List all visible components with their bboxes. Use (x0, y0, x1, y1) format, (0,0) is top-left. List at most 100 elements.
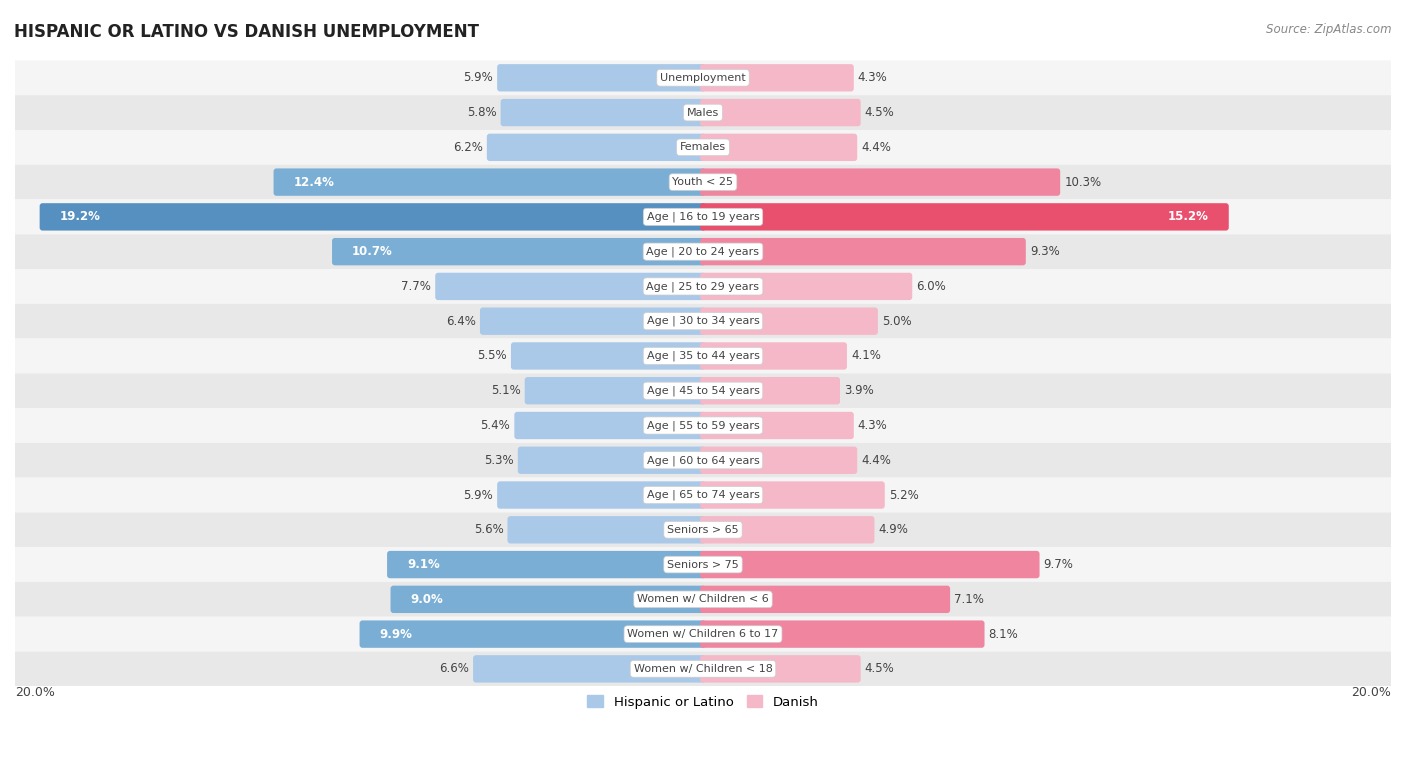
Text: Seniors > 75: Seniors > 75 (666, 559, 740, 569)
Text: 5.2%: 5.2% (889, 488, 918, 502)
FancyBboxPatch shape (700, 412, 853, 439)
FancyBboxPatch shape (700, 99, 860, 126)
FancyBboxPatch shape (700, 516, 875, 544)
FancyBboxPatch shape (15, 512, 1391, 547)
FancyBboxPatch shape (15, 95, 1391, 130)
Text: 9.0%: 9.0% (411, 593, 443, 606)
Text: 4.4%: 4.4% (862, 141, 891, 154)
Text: HISPANIC OR LATINO VS DANISH UNEMPLOYMENT: HISPANIC OR LATINO VS DANISH UNEMPLOYMEN… (14, 23, 479, 41)
FancyBboxPatch shape (700, 134, 858, 161)
FancyBboxPatch shape (700, 238, 1026, 266)
FancyBboxPatch shape (15, 338, 1391, 373)
Text: 6.2%: 6.2% (453, 141, 482, 154)
Text: 12.4%: 12.4% (294, 176, 335, 188)
Text: 4.3%: 4.3% (858, 419, 887, 432)
FancyBboxPatch shape (15, 408, 1391, 443)
FancyBboxPatch shape (15, 304, 1391, 338)
FancyBboxPatch shape (15, 373, 1391, 408)
FancyBboxPatch shape (15, 652, 1391, 687)
FancyBboxPatch shape (39, 203, 706, 231)
FancyBboxPatch shape (391, 586, 706, 613)
Text: 5.9%: 5.9% (464, 488, 494, 502)
Text: Males: Males (688, 107, 718, 117)
FancyBboxPatch shape (515, 412, 706, 439)
FancyBboxPatch shape (510, 342, 706, 369)
FancyBboxPatch shape (15, 234, 1391, 269)
Text: 5.1%: 5.1% (491, 385, 520, 397)
FancyBboxPatch shape (700, 203, 1229, 231)
FancyBboxPatch shape (498, 481, 706, 509)
Text: 6.0%: 6.0% (917, 280, 946, 293)
Text: 9.7%: 9.7% (1043, 558, 1073, 571)
Text: 4.3%: 4.3% (858, 71, 887, 84)
Text: Age | 35 to 44 years: Age | 35 to 44 years (647, 350, 759, 361)
Text: 9.1%: 9.1% (408, 558, 440, 571)
Text: 4.1%: 4.1% (851, 350, 880, 363)
Text: Women w/ Children < 18: Women w/ Children < 18 (634, 664, 772, 674)
Text: Youth < 25: Youth < 25 (672, 177, 734, 187)
FancyBboxPatch shape (508, 516, 706, 544)
Text: 15.2%: 15.2% (1168, 210, 1209, 223)
FancyBboxPatch shape (274, 168, 706, 196)
FancyBboxPatch shape (700, 307, 877, 335)
FancyBboxPatch shape (501, 99, 706, 126)
Text: Age | 16 to 19 years: Age | 16 to 19 years (647, 212, 759, 222)
Text: Age | 30 to 34 years: Age | 30 to 34 years (647, 316, 759, 326)
Text: 19.2%: 19.2% (59, 210, 101, 223)
Text: 10.7%: 10.7% (352, 245, 392, 258)
Text: Seniors > 65: Seniors > 65 (668, 525, 738, 534)
Text: Age | 45 to 54 years: Age | 45 to 54 years (647, 385, 759, 396)
FancyBboxPatch shape (700, 64, 853, 92)
FancyBboxPatch shape (15, 165, 1391, 200)
FancyBboxPatch shape (15, 547, 1391, 582)
FancyBboxPatch shape (517, 447, 706, 474)
FancyBboxPatch shape (700, 168, 1060, 196)
FancyBboxPatch shape (486, 134, 706, 161)
Text: Source: ZipAtlas.com: Source: ZipAtlas.com (1267, 23, 1392, 36)
Text: 9.3%: 9.3% (1029, 245, 1060, 258)
Text: Women w/ Children 6 to 17: Women w/ Children 6 to 17 (627, 629, 779, 639)
Text: 7.7%: 7.7% (401, 280, 432, 293)
Text: 5.9%: 5.9% (464, 71, 494, 84)
FancyBboxPatch shape (360, 621, 706, 648)
Text: 8.1%: 8.1% (988, 628, 1018, 640)
FancyBboxPatch shape (15, 443, 1391, 478)
Text: Age | 25 to 29 years: Age | 25 to 29 years (647, 281, 759, 291)
FancyBboxPatch shape (524, 377, 706, 404)
Text: 5.3%: 5.3% (484, 453, 513, 467)
Text: 5.5%: 5.5% (477, 350, 508, 363)
Text: 7.1%: 7.1% (955, 593, 984, 606)
FancyBboxPatch shape (700, 551, 1039, 578)
Text: 4.4%: 4.4% (862, 453, 891, 467)
Text: 20.0%: 20.0% (15, 687, 55, 699)
Text: Women w/ Children < 6: Women w/ Children < 6 (637, 594, 769, 604)
Text: 6.6%: 6.6% (439, 662, 470, 675)
Text: 3.9%: 3.9% (844, 385, 873, 397)
FancyBboxPatch shape (387, 551, 706, 578)
Text: Unemployment: Unemployment (661, 73, 745, 83)
FancyBboxPatch shape (15, 617, 1391, 652)
FancyBboxPatch shape (700, 342, 846, 369)
Text: 4.5%: 4.5% (865, 662, 894, 675)
FancyBboxPatch shape (332, 238, 706, 266)
Text: 4.5%: 4.5% (865, 106, 894, 119)
FancyBboxPatch shape (700, 447, 858, 474)
FancyBboxPatch shape (700, 586, 950, 613)
Text: 5.6%: 5.6% (474, 523, 503, 536)
FancyBboxPatch shape (700, 656, 860, 683)
Text: 20.0%: 20.0% (1351, 687, 1391, 699)
Legend: Hispanic or Latino, Danish: Hispanic or Latino, Danish (582, 690, 824, 714)
Text: 10.3%: 10.3% (1064, 176, 1101, 188)
FancyBboxPatch shape (498, 64, 706, 92)
Text: Females: Females (681, 142, 725, 152)
FancyBboxPatch shape (15, 130, 1391, 165)
FancyBboxPatch shape (436, 273, 706, 300)
Text: Age | 60 to 64 years: Age | 60 to 64 years (647, 455, 759, 466)
Text: 6.4%: 6.4% (446, 315, 477, 328)
FancyBboxPatch shape (15, 478, 1391, 512)
Text: Age | 55 to 59 years: Age | 55 to 59 years (647, 420, 759, 431)
Text: 9.9%: 9.9% (380, 628, 412, 640)
FancyBboxPatch shape (472, 656, 706, 683)
Text: 5.8%: 5.8% (467, 106, 496, 119)
FancyBboxPatch shape (15, 582, 1391, 617)
